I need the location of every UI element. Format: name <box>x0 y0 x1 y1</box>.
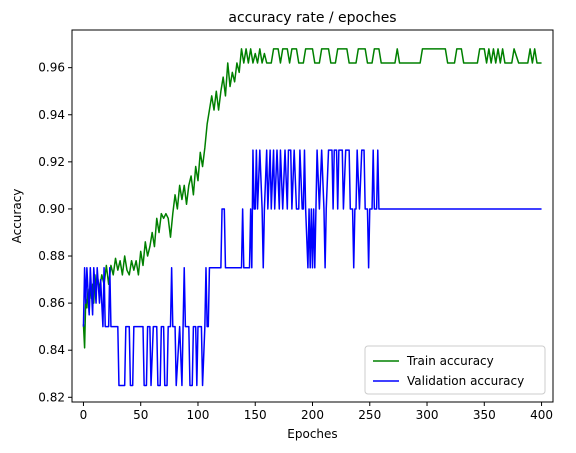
x-tick-label: 250 <box>358 408 381 422</box>
x-axis-label: Epoches <box>287 427 337 441</box>
y-tick-label: 0.82 <box>38 390 65 404</box>
x-tick-label: 350 <box>473 408 496 422</box>
x-tick-label: 0 <box>80 408 88 422</box>
legend-entry: Train accuracy <box>406 354 494 368</box>
y-tick-label: 0.88 <box>38 249 65 263</box>
y-tick-label: 0.90 <box>38 202 65 216</box>
y-axis: 0.82 0.84 0.86 0.88 0.90 0.92 0.94 0.96 <box>38 61 72 404</box>
x-tick-label: 300 <box>416 408 439 422</box>
x-tick-label: 200 <box>301 408 324 422</box>
y-tick-label: 0.86 <box>38 296 65 310</box>
y-tick-label: 0.84 <box>38 343 65 357</box>
plot-area <box>82 48 542 387</box>
y-tick-label: 0.94 <box>38 108 65 122</box>
y-tick-label: 0.96 <box>38 61 65 75</box>
x-axis: 0 50 100 150 200 250 300 350 400 <box>80 402 553 422</box>
series-line-validation-accuracy <box>82 149 542 387</box>
x-tick-label: 100 <box>187 408 210 422</box>
chart-title: accuracy rate / epoches <box>228 10 396 26</box>
x-tick-label: 400 <box>530 408 553 422</box>
series-line-train-accuracy <box>82 48 542 349</box>
x-tick-label: 50 <box>133 408 148 422</box>
x-tick-label: 150 <box>244 408 267 422</box>
y-tick-label: 0.92 <box>38 155 65 169</box>
y-axis-label: Accuracy <box>10 189 24 244</box>
legend-box <box>364 345 546 395</box>
legend: Train accuracy Validation accuracy <box>364 345 546 395</box>
legend-entry: Validation accuracy <box>407 374 524 388</box>
